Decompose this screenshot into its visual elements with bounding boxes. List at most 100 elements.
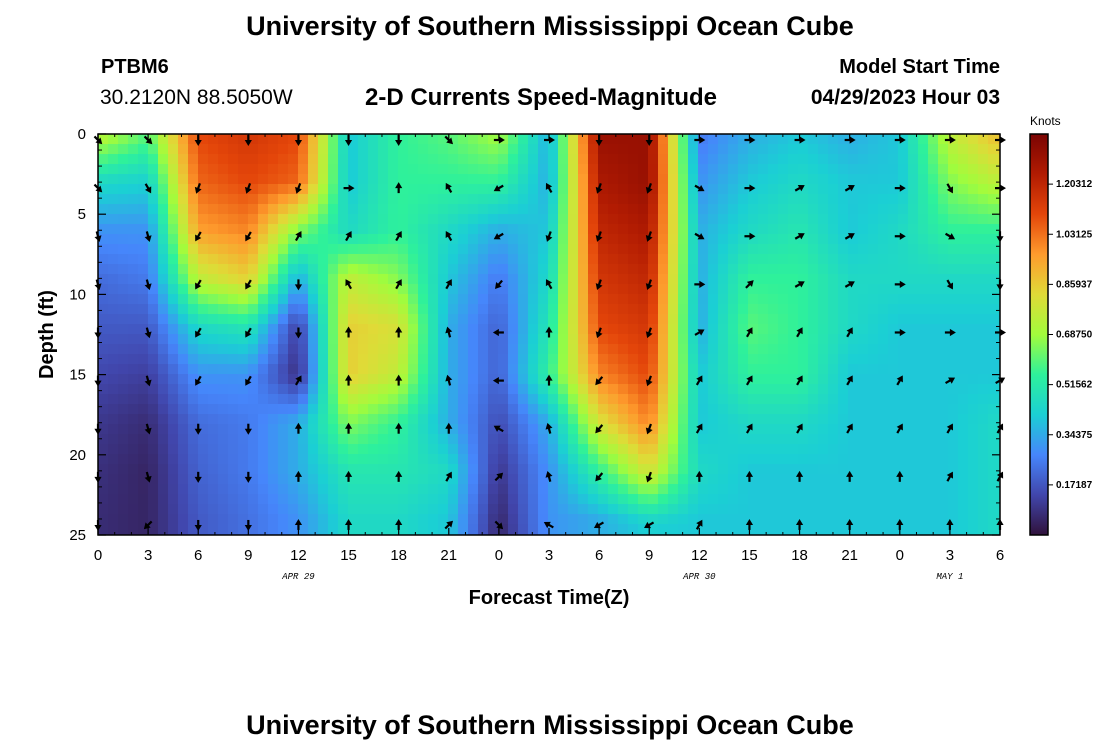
heatmap-cell [98, 474, 109, 485]
heatmap-cell [918, 244, 929, 255]
heatmap-cell [168, 424, 179, 435]
heatmap-cell [188, 174, 199, 185]
heatmap-cell [298, 514, 309, 525]
heatmap-cell [478, 464, 489, 475]
heatmap-cell [408, 314, 419, 325]
heatmap-cell [398, 244, 409, 255]
heatmap-cell [768, 264, 779, 275]
heatmap-cell [128, 294, 139, 305]
heatmap-cell [528, 454, 539, 465]
heatmap-cell [538, 284, 549, 295]
heatmap-cell [578, 204, 589, 215]
heatmap-cell [978, 314, 989, 325]
heatmap-cell [978, 324, 989, 335]
heatmap-cell [278, 374, 289, 385]
heatmap-cell [348, 394, 359, 405]
heatmap-cell [498, 364, 509, 375]
heatmap-cell [928, 334, 939, 345]
heatmap-cell [108, 184, 119, 195]
heatmap-cell [588, 204, 599, 215]
heatmap-cell [328, 234, 339, 245]
heatmap-cell [708, 304, 719, 315]
heatmap-cell [198, 274, 209, 285]
heatmap-cell [938, 464, 949, 475]
heatmap-cell [208, 274, 219, 285]
current-arrow [796, 327, 803, 338]
heatmap-cell [248, 264, 259, 275]
heatmap-cell [998, 274, 1001, 285]
heatmap-cell [788, 484, 799, 495]
heatmap-cell [488, 314, 499, 325]
current-arrow [896, 470, 904, 482]
heatmap-cell [368, 484, 379, 495]
heatmap-cell [258, 284, 269, 295]
heatmap-cell [618, 464, 629, 475]
heatmap-cell [178, 494, 189, 505]
heatmap-cell [108, 484, 119, 495]
heatmap-cell [908, 264, 919, 275]
heatmap-cell [738, 154, 749, 165]
heatmap-cell [608, 504, 619, 515]
heatmap-cell [788, 394, 799, 405]
current-arrow [645, 423, 653, 435]
heatmap-cell [368, 154, 379, 165]
heatmap-cell [648, 504, 659, 515]
heatmap-cell [778, 324, 789, 335]
heatmap-cell [868, 384, 879, 395]
heatmap-cell [508, 514, 519, 525]
heatmap-cell [408, 304, 419, 315]
heatmap-cell [698, 464, 709, 475]
heatmap-cell [868, 394, 879, 405]
heatmap-cell [298, 144, 309, 155]
heatmap-cell [258, 444, 269, 455]
heatmap-cell [718, 274, 729, 285]
heatmap-cell [728, 184, 739, 195]
heatmap-cell [108, 464, 119, 475]
heatmap-cell [558, 334, 569, 345]
heatmap-cell [368, 404, 379, 415]
heatmap-cell [618, 254, 629, 265]
heatmap-cell [658, 224, 669, 235]
heatmap-cell [698, 154, 709, 165]
heatmap-cell [188, 204, 199, 215]
heatmap-cell [598, 144, 609, 155]
heatmap-cell [258, 524, 269, 535]
heatmap-cell [218, 174, 229, 185]
heatmap-cell [668, 314, 679, 325]
heatmap-cell [988, 434, 999, 445]
heatmap-cell [748, 224, 759, 235]
heatmap-cell [288, 264, 299, 275]
heatmap-cell [958, 414, 969, 425]
heatmap-cell [808, 394, 819, 405]
heatmap-cell [678, 364, 689, 375]
heatmap-cell [298, 394, 309, 405]
heatmap-cell [648, 494, 659, 505]
heatmap-cell [458, 284, 469, 295]
heatmap-cell [568, 374, 579, 385]
heatmap-cell [798, 164, 809, 175]
heatmap-cell [698, 344, 709, 355]
heatmap-cell [98, 374, 109, 385]
heatmap-cell [428, 274, 439, 285]
heatmap-cell [118, 154, 129, 165]
heatmap-cell [818, 214, 829, 225]
heatmap-cell [608, 414, 619, 425]
current-arrow [244, 183, 252, 194]
heatmap-cell [388, 244, 399, 255]
heatmap-cell [688, 514, 699, 525]
heatmap-cell [568, 324, 579, 335]
heatmap-cell [468, 144, 479, 155]
heatmap-cell [518, 424, 529, 435]
heatmap-cell [928, 244, 939, 255]
heatmap-cell [898, 334, 909, 345]
heatmap-cell [278, 394, 289, 405]
heatmap-cell [158, 434, 169, 445]
heatmap-cell [778, 504, 789, 515]
heatmap-cell [208, 484, 219, 495]
heatmap-cell [788, 224, 799, 235]
heatmap-cell [958, 184, 969, 195]
heatmap-cell [438, 194, 449, 205]
heatmap-cell [538, 214, 549, 225]
heatmap-cell [308, 334, 319, 345]
heatmap-cell [928, 134, 939, 145]
